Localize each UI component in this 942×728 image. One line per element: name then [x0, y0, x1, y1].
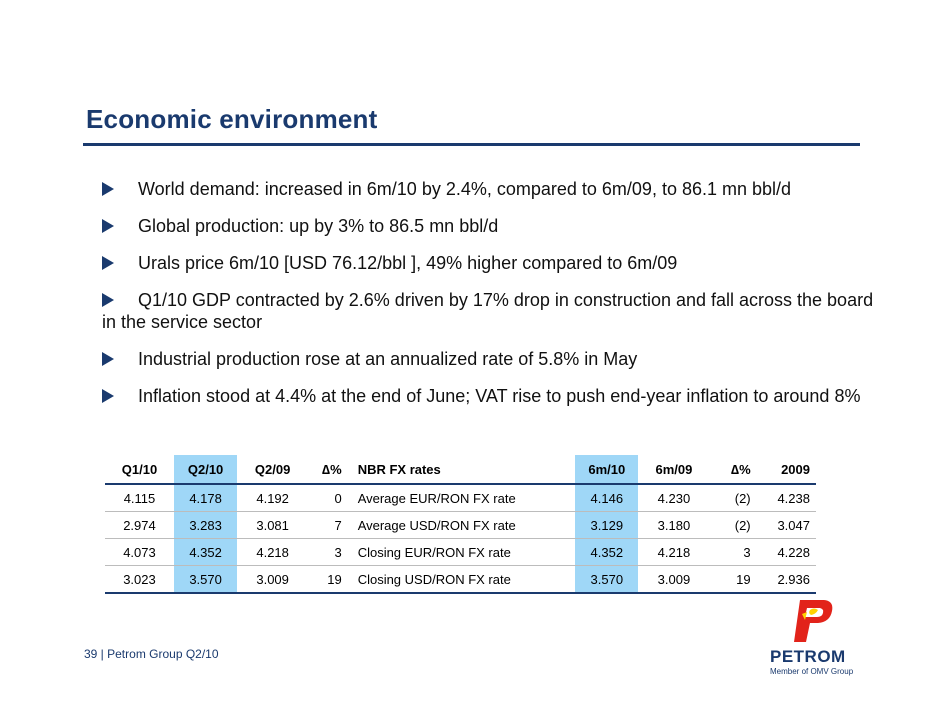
slide-title: Economic environment [86, 104, 378, 134]
header-q1-10: Q1/10 [105, 455, 174, 485]
cell-q1-10: 3.023 [105, 565, 174, 594]
cell-rate-label: Average USD/RON FX rate [347, 511, 576, 539]
cell-q2-10: 3.283 [173, 511, 238, 539]
bullet-list: World demand: increased in 6m/10 by 2.4%… [102, 178, 892, 422]
cell-6m-09: 4.230 [638, 484, 710, 512]
bullet-text: Q1/10 GDP contracted by 2.6% driven by 1… [102, 290, 874, 332]
table-row: 3.023 3.570 3.009 19 Closing USD/RON FX … [105, 565, 816, 594]
cell-6m-09: 4.218 [638, 538, 710, 566]
bullet-text: Industrial production rose at an annuali… [138, 349, 638, 369]
cell-q2-10: 3.570 [173, 565, 238, 594]
cell-delta-half: (2) [709, 511, 757, 539]
cell-delta-quarter: 0 [308, 484, 348, 512]
cell-6m-10: 3.129 [575, 511, 639, 539]
cell-6m-10: 3.570 [575, 565, 639, 594]
header-6m-10: 6m/10 [575, 455, 639, 485]
cell-delta-half: 3 [709, 538, 757, 566]
triangle-bullet-icon [102, 293, 114, 307]
cell-6m-09: 3.009 [638, 565, 710, 594]
table-row: 4.073 4.352 4.218 3 Closing EUR/RON FX r… [105, 538, 816, 566]
bullet-text: Inflation stood at 4.4% at the end of Ju… [138, 386, 861, 406]
fx-rates-table: Q1/10 Q2/10 Q2/09 ∆% NBR FX rates 6m/10 … [105, 455, 816, 594]
cell-2009: 2.936 [756, 565, 816, 594]
bullet-text: Global production: up by 3% to 86.5 mn b… [138, 216, 499, 236]
cell-q2-10: 4.352 [173, 538, 238, 566]
bullet-item: World demand: increased in 6m/10 by 2.4%… [102, 178, 892, 200]
cell-rate-label: Closing USD/RON FX rate [347, 565, 576, 594]
header-nbr-fx-rates: NBR FX rates [347, 455, 576, 485]
slide-footer: 39 | Petrom Group Q2/10 [84, 647, 219, 661]
cell-q2-10: 4.178 [173, 484, 238, 512]
cell-q1-10: 4.073 [105, 538, 174, 566]
bullet-item: Global production: up by 3% to 86.5 mn b… [102, 215, 892, 237]
triangle-bullet-icon [102, 389, 114, 403]
cell-6m-09: 3.180 [638, 511, 710, 539]
header-delta-pct-quarter: ∆% [308, 455, 348, 485]
cell-q2-09: 3.009 [237, 565, 309, 594]
logo-brand-name: PETROM [770, 647, 846, 666]
header-delta-pct-half: ∆% [709, 455, 757, 485]
triangle-bullet-icon [102, 352, 114, 366]
triangle-bullet-icon [102, 219, 114, 233]
header-2009: 2009 [756, 455, 816, 485]
cell-delta-quarter: 3 [308, 538, 348, 566]
cell-2009: 4.228 [756, 538, 816, 566]
bullet-text: World demand: increased in 6m/10 by 2.4%… [138, 179, 792, 199]
cell-2009: 4.238 [756, 484, 816, 512]
cell-q1-10: 4.115 [105, 484, 174, 512]
bullet-text: Urals price 6m/10 [USD 76.12/bbl ], 49% … [138, 253, 678, 273]
logo-subtitle: Member of OMV Group [770, 667, 854, 676]
bullet-item: Inflation stood at 4.4% at the end of Ju… [102, 385, 892, 407]
cell-2009: 3.047 [756, 511, 816, 539]
cell-rate-label: Average EUR/RON FX rate [347, 484, 576, 512]
bullet-item: Industrial production rose at an annuali… [102, 348, 892, 370]
bullet-item: Q1/10 GDP contracted by 2.6% driven by 1… [102, 289, 892, 333]
cell-delta-half: (2) [709, 484, 757, 512]
cell-delta-quarter: 7 [308, 511, 348, 539]
cell-6m-10: 4.146 [575, 484, 639, 512]
petrom-p-icon [794, 600, 833, 642]
title-rule [83, 143, 860, 146]
table-row: 2.974 3.283 3.081 7 Average USD/RON FX r… [105, 511, 816, 539]
cell-q1-10: 2.974 [105, 511, 174, 539]
header-q2-10: Q2/10 [173, 455, 238, 485]
table-row: 4.115 4.178 4.192 0 Average EUR/RON FX r… [105, 484, 816, 512]
bullet-item: Urals price 6m/10 [USD 76.12/bbl ], 49% … [102, 252, 892, 274]
header-6m-09: 6m/09 [638, 455, 710, 485]
table-header-row: Q1/10 Q2/10 Q2/09 ∆% NBR FX rates 6m/10 … [105, 455, 816, 485]
triangle-bullet-icon [102, 256, 114, 270]
header-q2-09: Q2/09 [237, 455, 309, 485]
triangle-bullet-icon [102, 182, 114, 196]
cell-6m-10: 4.352 [575, 538, 639, 566]
cell-q2-09: 4.218 [237, 538, 309, 566]
cell-q2-09: 3.081 [237, 511, 309, 539]
petrom-logo: PETROM Member of OMV Group [768, 598, 856, 676]
cell-delta-half: 19 [709, 565, 757, 594]
cell-delta-quarter: 19 [308, 565, 348, 594]
cell-q2-09: 4.192 [237, 484, 309, 512]
cell-rate-label: Closing EUR/RON FX rate [347, 538, 576, 566]
